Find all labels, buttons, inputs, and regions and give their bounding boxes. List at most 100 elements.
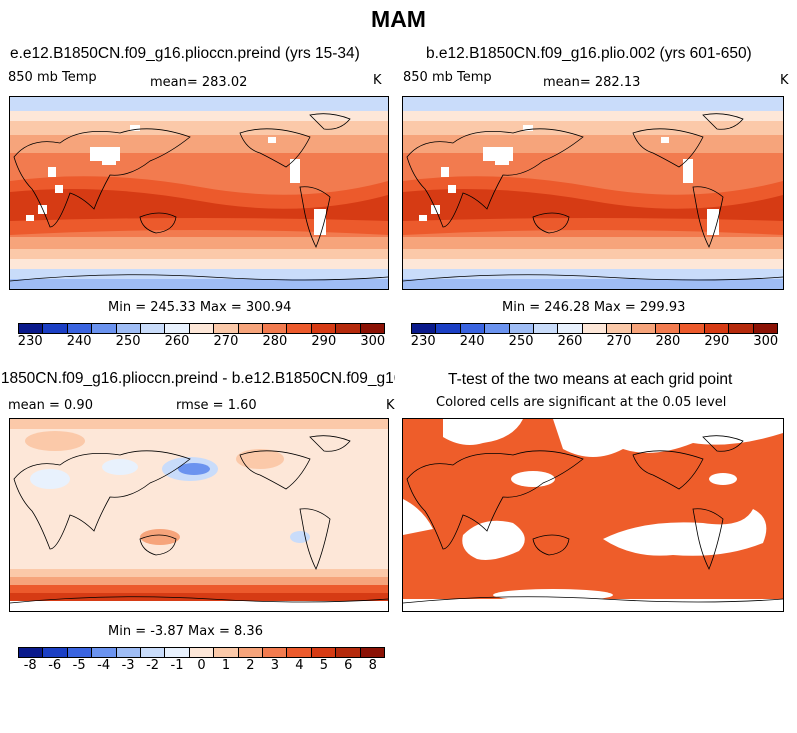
colorbar-swatch xyxy=(189,324,215,333)
figure-title: MAM xyxy=(371,6,426,32)
colorbar-swatch xyxy=(141,324,166,333)
colorbar-tick-label: 4 xyxy=(295,658,304,673)
colorbar-tick-label: 290 xyxy=(311,334,337,349)
panel4-subtitle: Colored cells are significant at the 0.0… xyxy=(436,395,727,410)
colorbar-swatch xyxy=(287,324,312,333)
panel3-colorbar xyxy=(18,647,385,658)
panel4-title: T-test of the two means at each grid poi… xyxy=(448,371,733,388)
colorbar-swatch xyxy=(311,324,337,333)
colorbar-tick-label: 300 xyxy=(360,334,386,349)
colorbar-tick-label: 5 xyxy=(319,658,328,673)
colorbar-swatch xyxy=(238,324,264,333)
colorbar-swatch xyxy=(729,324,754,333)
colorbar-swatch xyxy=(19,648,44,657)
panel1-minmax: Min = 245.33 Max = 300.94 xyxy=(108,300,292,315)
colorbar-swatch xyxy=(436,324,461,333)
colorbar-tick-label: -5 xyxy=(72,658,86,673)
colorbar-swatch xyxy=(485,324,510,333)
colorbar-tick-label: 230 xyxy=(17,334,43,349)
colorbar-swatch xyxy=(43,648,68,657)
colorbar-tick-label: 230 xyxy=(410,334,436,349)
panel2-minmax: Min = 246.28 Max = 299.93 xyxy=(502,300,686,315)
colorbar-swatch xyxy=(165,648,190,657)
colorbar-tick-label: 280 xyxy=(655,334,681,349)
colorbar-tick-label: 280 xyxy=(262,334,288,349)
colorbar-swatch xyxy=(656,324,681,333)
panel1-title: e.e12.B1850CN.f09_g16.plioccn.preind (yr… xyxy=(10,45,360,62)
colorbar-tick-label: 3 xyxy=(270,658,280,673)
colorbar-tick-label: 2 xyxy=(246,658,255,673)
panel3-units: K xyxy=(386,398,395,413)
panel1-mean: mean= 283.02 xyxy=(150,75,248,90)
colorbar-tick-label: 6 xyxy=(344,658,353,673)
colorbar-swatch xyxy=(287,648,312,657)
colorbar-tick-label: -8 xyxy=(23,658,37,673)
colorbar-tick-label: 250 xyxy=(508,334,534,349)
colorbar-swatch xyxy=(509,324,535,333)
panel2-title: b.e12.B1850CN.f09_g16.plio.002 (yrs 601-… xyxy=(426,45,752,62)
colorbar-tick-label: 240 xyxy=(66,334,92,349)
panel1-colorbar-ticks: 230 240 250 260 270 280 290 300 xyxy=(18,334,385,350)
colorbar-swatch xyxy=(238,648,264,657)
panel2-colorbar-ticks: 230 240 250 260 270 280 290 300 xyxy=(411,334,778,350)
colorbar-swatch xyxy=(67,324,93,333)
colorbar-swatch xyxy=(336,324,361,333)
colorbar-swatch xyxy=(189,648,215,657)
panel3-colorbar-ticks: -8 -6 -5 -4 -3 -2 -1 0 1 2 3 4 5 6 8 xyxy=(18,658,385,674)
colorbar-swatch xyxy=(460,324,486,333)
colorbar-swatch xyxy=(336,648,361,657)
colorbar-tick-label: 250 xyxy=(115,334,141,349)
panel3-rmse: rmse = 1.60 xyxy=(176,398,257,413)
colorbar-swatch xyxy=(704,324,730,333)
colorbar-swatch xyxy=(360,324,385,333)
panel4-map xyxy=(402,418,784,612)
colorbar-tick-label: -2 xyxy=(146,658,160,673)
colorbar-swatch xyxy=(92,648,117,657)
colorbar-swatch xyxy=(92,324,117,333)
colorbar-swatch xyxy=(263,324,288,333)
colorbar-swatch xyxy=(19,324,44,333)
colorbar-tick-label: 290 xyxy=(704,334,730,349)
colorbar-swatch xyxy=(214,324,239,333)
colorbar-tick-label: -3 xyxy=(121,658,135,673)
colorbar-swatch xyxy=(67,648,93,657)
panel1-field-label: 850 mb Temp xyxy=(8,70,97,85)
colorbar-swatch xyxy=(141,648,166,657)
colorbar-tick-label: 0 xyxy=(197,658,206,673)
panel2-mean: mean= 282.13 xyxy=(543,75,641,90)
colorbar-tick-label: 260 xyxy=(164,334,190,349)
colorbar-tick-label: -6 xyxy=(48,658,62,673)
colorbar-swatch xyxy=(263,648,288,657)
panel2-field-label: 850 mb Temp xyxy=(403,70,492,85)
panel3-mean: mean = 0.90 xyxy=(8,398,93,413)
colorbar-swatch xyxy=(558,324,583,333)
colorbar-swatch xyxy=(360,648,385,657)
panel1-colorbar xyxy=(18,323,385,334)
panel3-title: e.e12.B1850CN.f09_g16.plioccn.preind - b… xyxy=(0,370,395,387)
colorbar-swatch xyxy=(534,324,559,333)
colorbar-tick-label: 8 xyxy=(368,658,377,673)
colorbar-swatch xyxy=(412,324,437,333)
panel3-minmax: Min = -3.87 Max = 8.36 xyxy=(108,624,263,639)
panel2-colorbar xyxy=(411,323,778,334)
colorbar-tick-label: 1 xyxy=(221,658,231,673)
panel1-map xyxy=(9,96,389,290)
colorbar-tick-label: -1 xyxy=(170,658,184,673)
colorbar-swatch xyxy=(116,324,142,333)
colorbar-swatch xyxy=(165,324,190,333)
colorbar-swatch xyxy=(753,324,778,333)
panel1-units: K xyxy=(373,73,382,88)
panel3-map xyxy=(9,418,389,612)
colorbar-tick-label: 270 xyxy=(606,334,632,349)
colorbar-swatch xyxy=(607,324,632,333)
colorbar-swatch xyxy=(43,324,68,333)
colorbar-swatch xyxy=(214,648,239,657)
colorbar-tick-label: 260 xyxy=(557,334,583,349)
colorbar-swatch xyxy=(631,324,657,333)
colorbar-tick-label: -4 xyxy=(97,658,111,673)
panel2-units: K xyxy=(780,73,789,88)
panel3-title-clip: e.e12.B1850CN.f09_g16.plioccn.preind - b… xyxy=(0,368,395,390)
colorbar-tick-label: 300 xyxy=(753,334,779,349)
colorbar-swatch xyxy=(116,648,142,657)
colorbar-tick-label: 270 xyxy=(213,334,239,349)
